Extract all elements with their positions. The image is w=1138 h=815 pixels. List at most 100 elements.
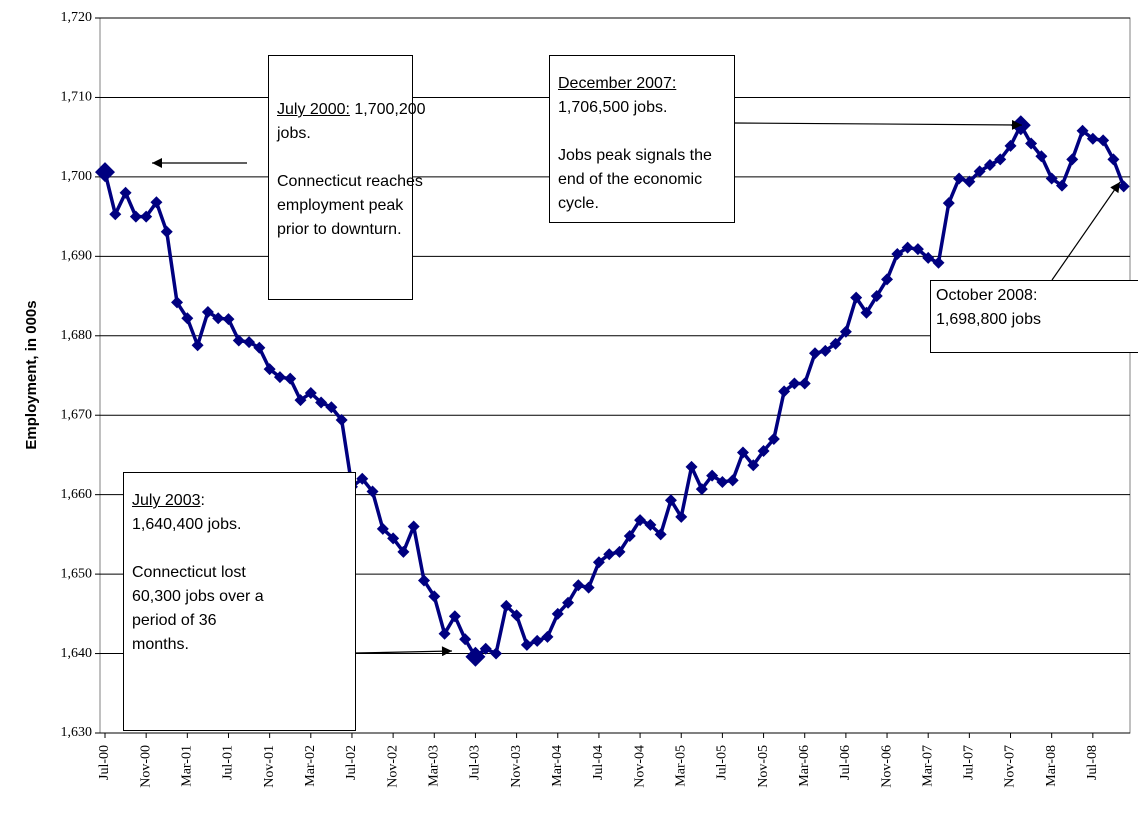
annotation-text: Connecticut lost — [132, 564, 246, 581]
marker — [603, 548, 616, 561]
marker — [860, 306, 873, 319]
x-tick-label: Mar-06 — [797, 745, 812, 787]
marker — [428, 590, 441, 603]
marker — [572, 579, 585, 592]
marker — [397, 545, 410, 558]
annotation-box: October 2008: 1,698,800 jobs — [930, 280, 1138, 353]
x-tick-label: Mar-04 — [550, 745, 565, 787]
marker — [592, 556, 605, 569]
line — [103, 123, 1126, 659]
marker — [953, 172, 966, 185]
x-tick-label: Mar-08 — [1044, 745, 1059, 787]
x-tick-label: Jul-00 — [97, 745, 112, 780]
x-tick-label: Mar-02 — [303, 745, 318, 787]
marker — [1066, 153, 1079, 166]
annotation-arrow — [1051, 181, 1121, 281]
marker — [171, 296, 184, 309]
marker — [901, 241, 914, 254]
marker — [366, 485, 379, 498]
marker — [325, 401, 338, 414]
marker — [181, 312, 194, 325]
marker — [1035, 150, 1048, 163]
marker — [582, 581, 595, 594]
marker — [438, 627, 451, 640]
marker — [932, 256, 945, 269]
marker — [212, 312, 225, 325]
marker — [726, 474, 739, 487]
marker — [356, 472, 369, 485]
marker — [294, 394, 307, 407]
marker — [870, 290, 883, 303]
x-tick-label: Nov-03 — [509, 745, 524, 788]
annotation-text: jobs. — [277, 125, 311, 142]
y-tick-label: 1,630 — [61, 725, 93, 740]
x-tick-label: Jul-03 — [468, 745, 483, 780]
marker — [767, 433, 780, 446]
x-tick-label: Jul-02 — [344, 745, 359, 780]
marker — [500, 599, 513, 612]
y-tick-label: 1,680 — [61, 328, 93, 343]
x-tick-label: Mar-05 — [673, 745, 688, 787]
marker — [479, 642, 492, 655]
marker — [284, 372, 297, 385]
annotation-box: July 2003: 1,640,400 jobs. Connecticut l… — [123, 472, 356, 731]
marker — [140, 210, 153, 223]
y-tick-label: 1,670 — [61, 407, 93, 422]
annotation-text: Connecticut reaches — [277, 173, 423, 190]
annotation-text: cycle. — [558, 195, 599, 212]
marker — [675, 510, 688, 523]
marker — [963, 175, 976, 188]
marker — [160, 225, 173, 238]
marker — [273, 371, 286, 384]
annotation-text: 1,640,400 jobs. — [132, 516, 242, 533]
marker — [1076, 124, 1089, 137]
marker — [1004, 139, 1017, 152]
marker — [448, 610, 461, 623]
marker — [243, 336, 256, 349]
annotation-arrow — [354, 646, 453, 657]
x-tick-label: Nov-00 — [138, 745, 153, 788]
marker — [1097, 134, 1110, 147]
marker — [315, 396, 328, 409]
marker — [911, 243, 924, 256]
x-tick-label: Jul-04 — [591, 745, 606, 780]
marker — [716, 475, 729, 488]
marker — [664, 494, 677, 507]
marker — [623, 529, 636, 542]
marker — [387, 532, 400, 545]
marker — [95, 162, 115, 183]
marker — [634, 514, 647, 527]
x-tick-label: Nov-01 — [262, 745, 277, 788]
marker — [973, 165, 986, 178]
marker — [829, 337, 842, 350]
marker — [129, 210, 142, 223]
marker — [922, 251, 935, 264]
marker — [850, 291, 863, 304]
annotation-heading: December 2007: — [558, 75, 677, 92]
x-tick-label: Nov-07 — [1003, 745, 1018, 788]
marker — [942, 197, 955, 210]
marker — [304, 386, 317, 399]
y-axis-title: Employment, in 000s — [23, 300, 40, 449]
marker — [150, 196, 163, 209]
marker — [222, 313, 235, 326]
annotation-box: July 2000: 1,700,200 jobs. Connecticut r… — [268, 55, 426, 300]
annotation-text: Jobs peak signals the — [558, 147, 712, 164]
marker — [788, 377, 801, 390]
x-tick-label: Nov-06 — [879, 745, 894, 788]
annotation-text: 1,700,200 — [354, 101, 426, 118]
x-tick-label: Mar-03 — [426, 745, 441, 787]
x-tick-label: Jul-08 — [1085, 745, 1100, 780]
marker — [778, 385, 791, 398]
y-tick-label: 1,690 — [61, 249, 93, 264]
x-tick-label: Jul-01 — [221, 745, 236, 780]
marker — [562, 596, 575, 609]
marker — [407, 520, 420, 533]
annotation-heading: July 2003 — [132, 492, 201, 509]
marker — [613, 545, 626, 558]
y-tick-label: 1,660 — [61, 487, 93, 502]
marker — [1117, 180, 1130, 193]
marker — [839, 325, 852, 338]
marker — [417, 574, 430, 587]
